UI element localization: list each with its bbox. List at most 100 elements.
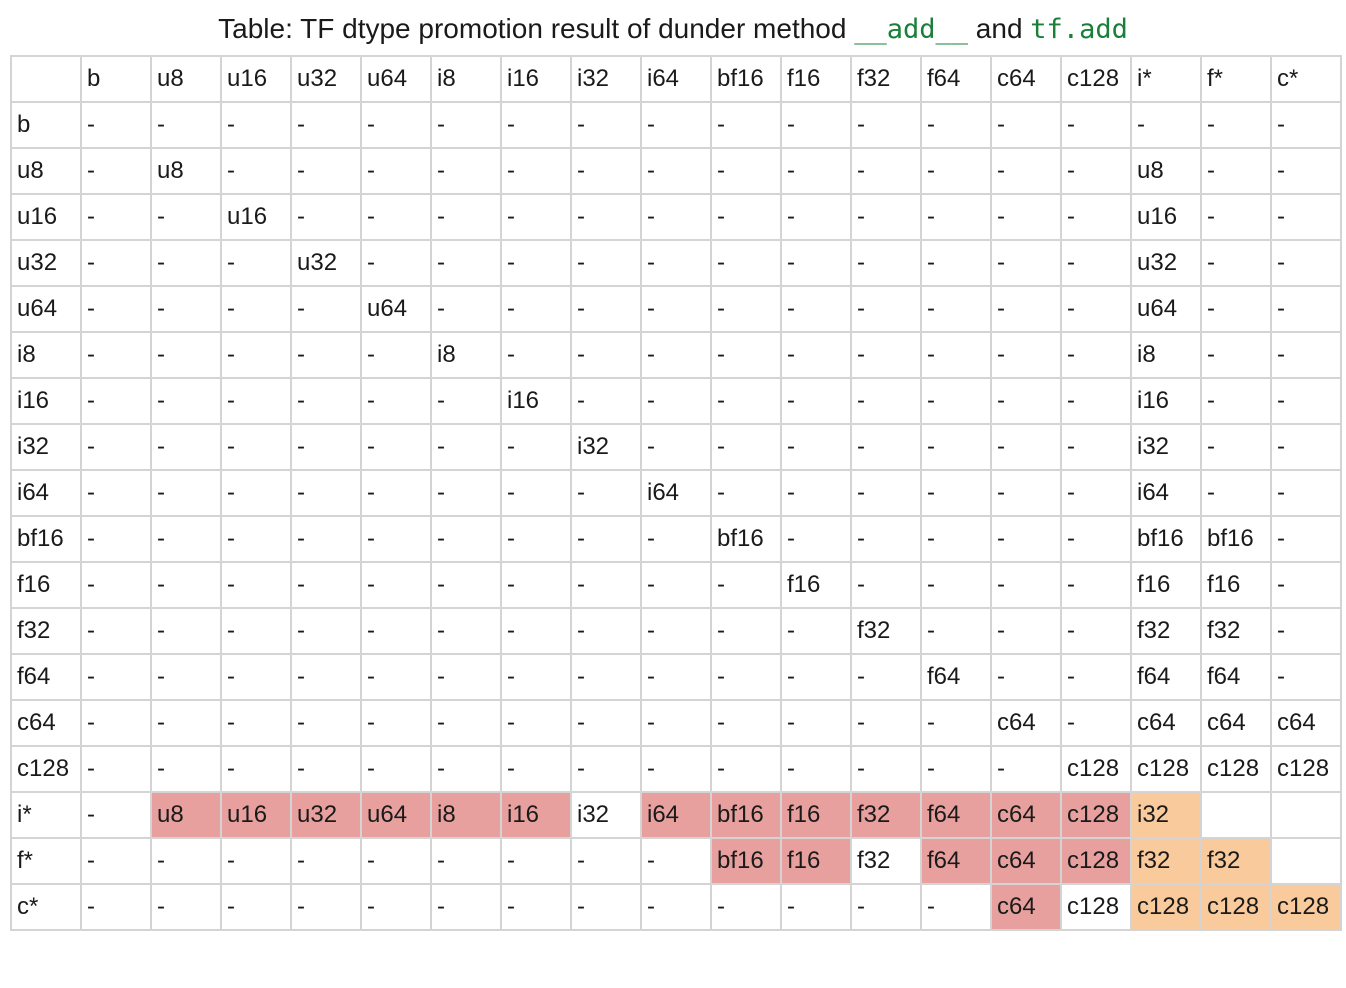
table-cell: f16	[780, 791, 852, 839]
table-cell: -	[570, 377, 642, 425]
table-cell: -	[990, 653, 1062, 701]
table-cell: c128	[1060, 791, 1132, 839]
table-cell: -	[920, 331, 992, 379]
table-cell: -	[1060, 423, 1132, 471]
table-row: f64- - - - - - - - - - - - f64- - f64 f64-	[10, 653, 1342, 701]
table-cell: -	[640, 745, 712, 793]
table-cell: i16	[500, 791, 572, 839]
table-cell: -	[990, 377, 1062, 425]
table-cell: u64	[1130, 285, 1202, 333]
table-cell: i8	[430, 791, 502, 839]
table-cell: -	[920, 147, 992, 195]
table-cell: -	[290, 837, 362, 885]
table-cell: c128	[1130, 883, 1202, 931]
table-cell: -	[80, 653, 152, 701]
table-cell: i8	[1130, 331, 1202, 379]
table-cell: -	[570, 607, 642, 655]
table-cell: -	[640, 607, 712, 655]
column-header-cell: c*	[1270, 55, 1342, 103]
table-cell: -	[150, 745, 222, 793]
table-cell: -	[220, 561, 292, 609]
table-cell: -	[710, 377, 782, 425]
table-cell: u32	[290, 239, 362, 287]
table-cell: -	[360, 883, 432, 931]
table-cell: -	[990, 285, 1062, 333]
table-cell: -	[570, 883, 642, 931]
table-cell: -	[220, 653, 292, 701]
table-cell: -	[710, 607, 782, 655]
table-cell: -	[150, 653, 222, 701]
table-cell: -	[710, 883, 782, 931]
table-cell: f32	[1200, 837, 1272, 885]
table-cell: f16	[1130, 561, 1202, 609]
table-cell: -	[1200, 101, 1272, 149]
table-cell: f64	[920, 837, 992, 885]
table-cell: -	[80, 147, 152, 195]
promotion-table: b u8 u16 u32 u64 i8 i16 i32 i64 bf16 f16 f32 f64 c64 c…	[10, 55, 1342, 931]
table-cell: -	[430, 469, 502, 517]
table-cell: -	[290, 515, 362, 563]
table-cell: -	[500, 193, 572, 241]
column-header-cell: i64	[640, 55, 712, 103]
table-cell: -	[990, 101, 1062, 149]
table-cell: u8	[1130, 147, 1202, 195]
table-cell: -	[1060, 699, 1132, 747]
table-cell: -	[430, 837, 502, 885]
table-cell: u32	[1130, 239, 1202, 287]
table-cell: -	[80, 423, 152, 471]
table-cell: -	[430, 193, 502, 241]
table-cell: -	[780, 607, 852, 655]
table-cell: -	[1270, 561, 1342, 609]
table-cell: c64	[990, 699, 1062, 747]
table-cell: -	[780, 239, 852, 287]
table-cell: -	[150, 883, 222, 931]
table-cell: -	[570, 239, 642, 287]
table-cell: c128	[1200, 745, 1272, 793]
table-cell: -	[570, 699, 642, 747]
table-cell: -	[1060, 331, 1132, 379]
table-cell: -	[80, 469, 152, 517]
table-cell: -	[640, 653, 712, 701]
column-header-cell: f64	[920, 55, 992, 103]
table-cell: -	[1200, 377, 1272, 425]
table-cell: -	[500, 147, 572, 195]
table-cell: -	[360, 193, 432, 241]
table-cell	[1270, 791, 1342, 839]
table-cell: -	[1060, 101, 1132, 149]
table-cell: u64	[360, 791, 432, 839]
row-header-cell: u32	[10, 239, 82, 287]
table-cell: -	[1060, 515, 1132, 563]
table-cell: -	[1060, 469, 1132, 517]
table-cell: -	[150, 331, 222, 379]
table-cell: bf16	[710, 791, 782, 839]
column-header-cell: u8	[150, 55, 222, 103]
row-header-cell: b	[10, 101, 82, 149]
table-cell: -	[500, 331, 572, 379]
table-cell: -	[150, 469, 222, 517]
table-cell: -	[500, 561, 572, 609]
table-cell: -	[850, 469, 922, 517]
table-cell: -	[990, 515, 1062, 563]
table-cell: f32	[1200, 607, 1272, 655]
table-cell: -	[220, 469, 292, 517]
table-cell: -	[780, 515, 852, 563]
table-cell: -	[360, 653, 432, 701]
table-cell: -	[920, 193, 992, 241]
table-cell: -	[430, 101, 502, 149]
table-cell: -	[710, 699, 782, 747]
table-cell: c64	[990, 791, 1062, 839]
table-cell: i32	[1130, 423, 1202, 471]
table-cell: -	[1060, 193, 1132, 241]
table-row: i* - u8 u16 u32 u64 i8 i16 i32 i64 bf16 f16 f32 f64 c6…	[10, 791, 1342, 839]
table-cell: -	[430, 745, 502, 793]
table-cell: -	[850, 745, 922, 793]
table-cell: -	[640, 239, 712, 287]
table-cell: -	[430, 423, 502, 471]
table-cell: -	[850, 883, 922, 931]
table-cell: -	[1270, 377, 1342, 425]
table-cell: i32	[570, 791, 642, 839]
table-cell: f64	[1130, 653, 1202, 701]
table-cell: u16	[220, 791, 292, 839]
table-cell: -	[220, 285, 292, 333]
table-cell: f64	[920, 653, 992, 701]
